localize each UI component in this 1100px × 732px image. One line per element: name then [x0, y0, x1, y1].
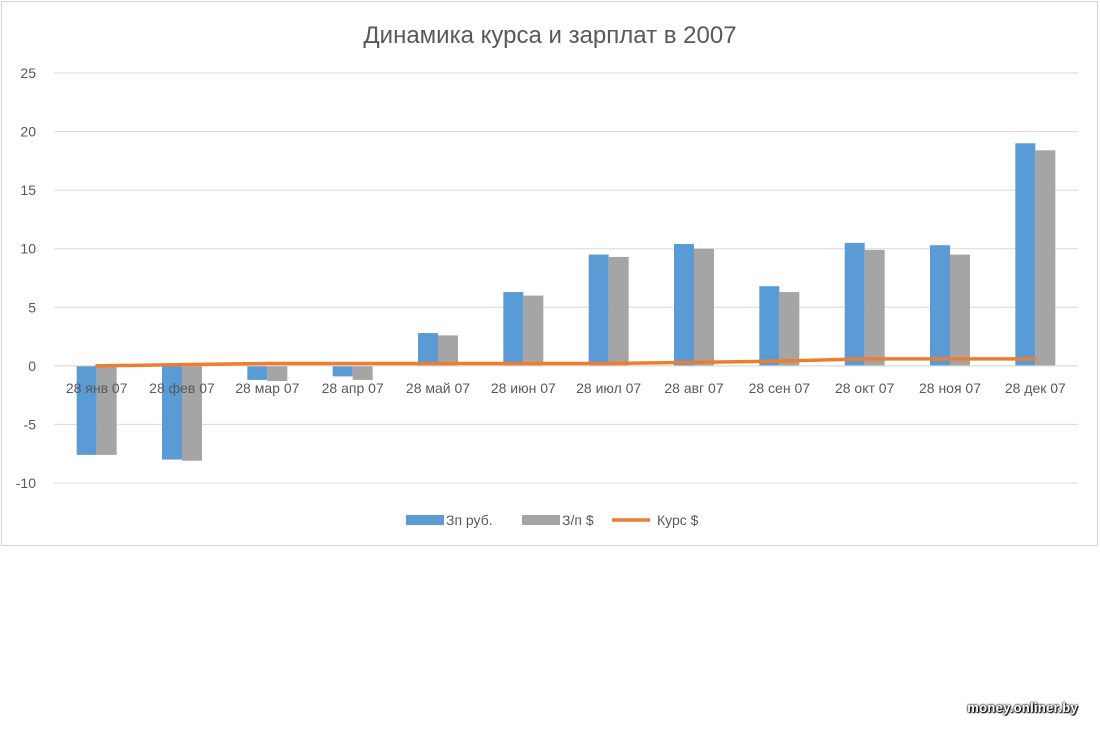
y-tick-label: 0	[28, 358, 36, 374]
x-category-label: 28 апр 07	[322, 380, 384, 396]
legend-label: Курс $	[657, 512, 699, 528]
x-category-label: 28 фев 07	[149, 380, 215, 396]
legend-label: Зп руб.	[446, 512, 493, 528]
bar-salary-usd	[96, 365, 117, 455]
gridlines	[54, 72, 1078, 484]
x-category-label: 28 авг 07	[664, 380, 723, 396]
y-tick-label: 15	[20, 182, 36, 198]
bar-salary-rub	[332, 365, 353, 377]
legend-label: З/п $	[562, 512, 594, 528]
bar-salary-rub	[503, 292, 524, 366]
line-exchange-rate	[94, 357, 1038, 368]
x-category-label: 28 дек 07	[1005, 380, 1066, 396]
bar-salary-usd	[694, 248, 714, 366]
bar-salary-usd	[182, 365, 202, 461]
bar-salary-usd	[352, 365, 373, 380]
bar-salary-usd	[267, 365, 288, 382]
bar-salary-rub	[76, 365, 97, 455]
legend-swatch	[406, 515, 444, 525]
bar-salary-rub	[247, 365, 268, 380]
x-category-label: 28 сен 07	[749, 380, 811, 396]
y-tick-label: 5	[28, 299, 36, 315]
bar-salary-usd	[864, 249, 885, 366]
bar-salary-rub	[844, 242, 865, 366]
chart-title: Динамика курса и зарплат в 2007	[363, 22, 736, 49]
y-tick-label: 10	[20, 241, 36, 257]
bar-salary-rub	[162, 365, 182, 460]
bar-salary-rub	[930, 245, 950, 366]
bar-salary-rub	[418, 333, 438, 366]
line-series	[94, 357, 1038, 368]
x-axis-category-labels: 28 янв 07 28 фев 07 28 мар 07 28 апр 07 28 м…	[66, 380, 1066, 396]
y-tick-label: 20	[20, 124, 36, 140]
legend: Зп руб. З/п $ Курс $	[406, 512, 699, 528]
chart-svg: Динамика курса и зарплат в 2007 -10 -5 0 5 1…	[16, 22, 1078, 528]
y-axis-tick-labels: -10 -5 0 5 10 15 20 25	[16, 65, 36, 491]
x-category-label: 28 мар 07	[235, 380, 299, 396]
bar-salary-rub	[1015, 143, 1036, 366]
x-category-label: 28 ноя 07	[919, 380, 981, 396]
chart-frame: Динамика курса и зарплат в 2007 -10 -5 0 5 1…	[1, 1, 1098, 546]
bar-salary-usd	[608, 256, 629, 366]
x-category-label: 28 окт 07	[835, 380, 895, 396]
bar-salary-usd	[523, 295, 544, 366]
watermark: money.onliner.by	[967, 700, 1078, 715]
x-category-label: 28 июн 07	[491, 380, 556, 396]
bar-salary-usd	[1035, 150, 1056, 366]
y-tick-label: 25	[20, 65, 36, 81]
x-category-label: 28 июл 07	[576, 380, 641, 396]
bar-salary-usd	[438, 335, 458, 366]
y-tick-label: -10	[16, 475, 36, 491]
bar-salary-usd	[950, 254, 970, 366]
x-category-label: 28 май 07	[406, 380, 470, 396]
y-tick-label: -5	[24, 416, 37, 432]
bar-salary-usd	[779, 292, 800, 366]
bar-salary-rub	[588, 254, 609, 366]
bars	[76, 143, 1056, 461]
legend-swatch	[522, 515, 560, 525]
bar-salary-rub	[759, 286, 780, 366]
x-category-label: 28 янв 07	[66, 380, 128, 396]
bar-salary-rub	[674, 244, 694, 366]
